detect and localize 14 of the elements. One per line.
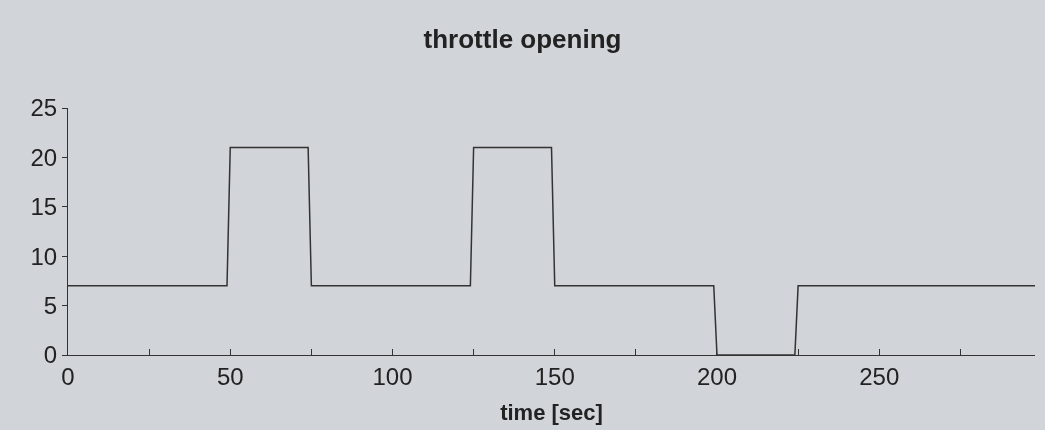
- y-tick-label: 20: [30, 143, 58, 171]
- y-tick-label: 25: [30, 94, 58, 122]
- x-axis-title: time [sec]: [500, 399, 603, 425]
- y-tick-label: 15: [30, 193, 58, 221]
- x-tick-label: 150: [534, 362, 575, 390]
- x-tick-label: 200: [696, 362, 738, 390]
- x-tick-label: 50: [216, 362, 244, 390]
- chart-title: throttle opening: [423, 24, 622, 55]
- y-tick-label: 0: [43, 341, 58, 369]
- x-tick-label: 250: [859, 362, 900, 390]
- x-tick-label: 0: [61, 362, 75, 390]
- y-tick-label: 5: [43, 292, 58, 319]
- y-tick-label: 10: [30, 242, 58, 270]
- x-tick-label: 100: [372, 362, 413, 390]
